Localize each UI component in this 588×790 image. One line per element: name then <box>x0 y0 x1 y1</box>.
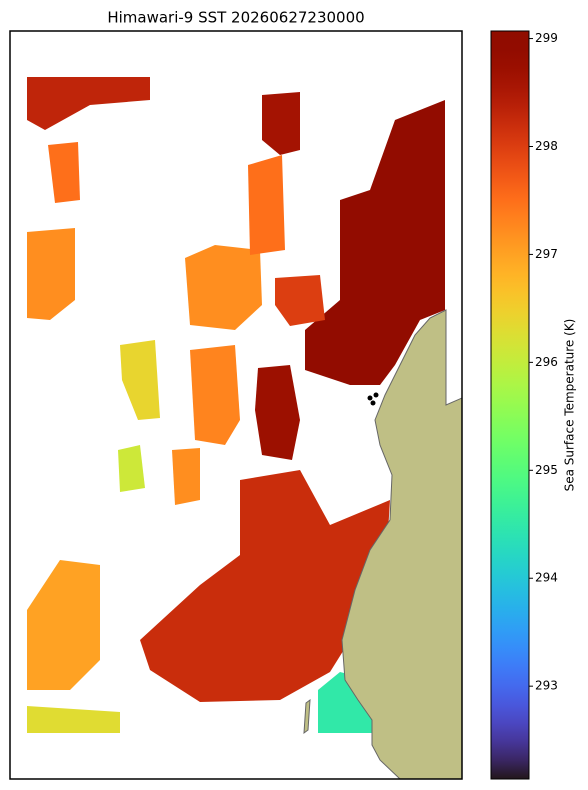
sst-patch <box>185 245 262 330</box>
sst-patch <box>48 142 80 203</box>
dot <box>373 392 379 398</box>
sst-patch <box>140 470 390 702</box>
colorbar-scale <box>490 30 530 780</box>
sst-patch <box>27 77 150 130</box>
sst-patch <box>27 560 100 690</box>
sst-patch <box>118 445 145 492</box>
island <box>303 698 311 735</box>
sst-patch <box>262 92 300 155</box>
station-dots <box>367 392 379 406</box>
colorbar-tick-label: 298 <box>535 139 558 153</box>
colorbar: 293 294 295 296 297 298 299 <box>490 30 558 780</box>
sst-patch <box>27 706 120 733</box>
dot <box>370 400 376 406</box>
sst-patch <box>305 100 445 385</box>
sst-layer <box>27 77 446 733</box>
colorbar-tick-label: 295 <box>535 463 558 477</box>
sst-patch <box>255 365 300 460</box>
sst-patch <box>275 275 325 326</box>
sst-patch <box>27 228 75 320</box>
chart-title: Himawari-9 SST 20260627230000 <box>107 9 364 27</box>
sst-patch <box>190 345 240 445</box>
sst-patch <box>120 340 160 420</box>
map-frame <box>9 30 463 780</box>
dot <box>367 395 373 401</box>
sst-patch <box>172 448 200 505</box>
land <box>341 309 462 779</box>
sst-patch <box>248 155 285 255</box>
colorbar-tick-label: 294 <box>535 571 558 585</box>
colorbar-tick-label: 296 <box>535 355 558 369</box>
colorbar-label: Sea Surface Temperature (K) <box>563 319 577 492</box>
colorbar-tick-label: 297 <box>535 247 558 261</box>
colorbar-tick-label: 293 <box>535 679 558 693</box>
colorbar-tick-label: 299 <box>535 31 558 45</box>
